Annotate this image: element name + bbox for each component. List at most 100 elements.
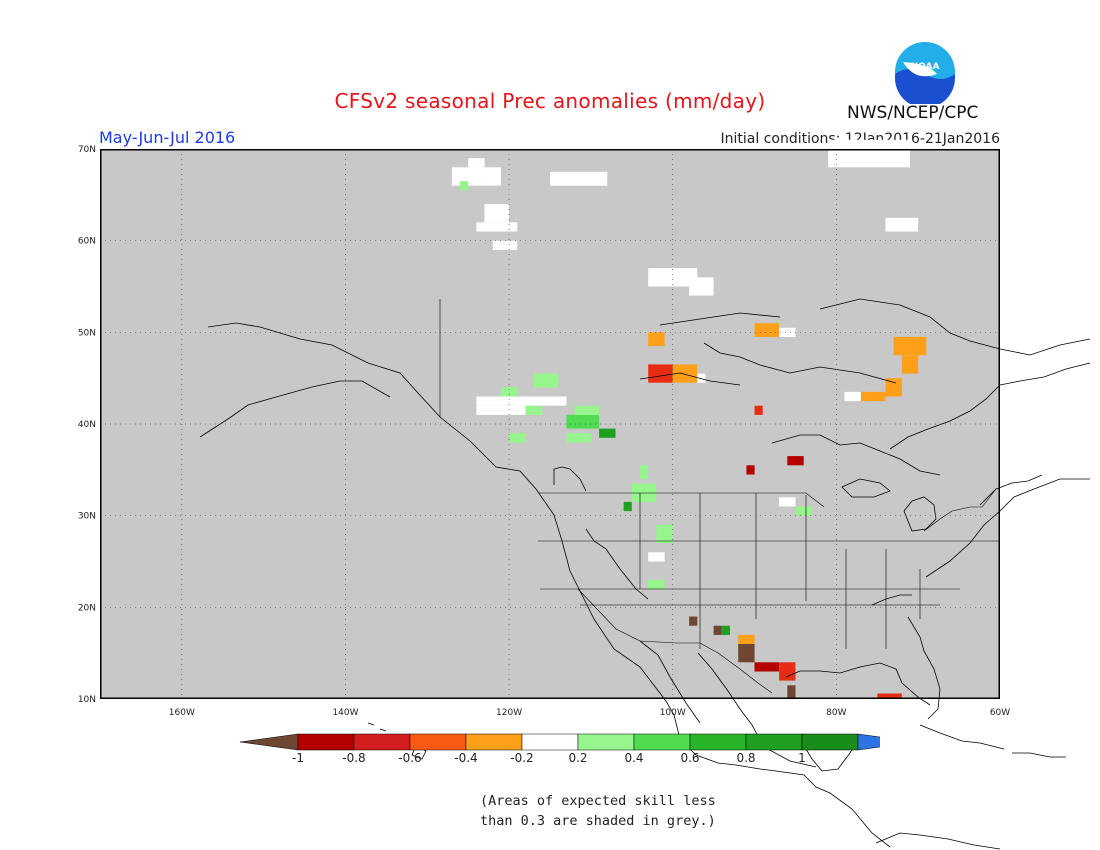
colorbar-left-arrow xyxy=(240,733,299,751)
anomaly-cell xyxy=(754,323,779,337)
logo-text: NOAA xyxy=(911,62,940,72)
colorbar-tick-label: -1 xyxy=(292,751,304,765)
us-canada-border-east xyxy=(923,488,997,532)
anomaly-cell xyxy=(500,387,518,397)
colorbar-tick-label: 0.8 xyxy=(736,751,755,765)
anomaly-cell xyxy=(754,662,779,672)
colorbar-segment xyxy=(521,733,579,751)
anomaly-cell xyxy=(738,644,755,663)
anomaly-cell xyxy=(484,204,509,223)
colorbar-segment xyxy=(353,733,411,751)
lon-tick-label: 80W xyxy=(826,708,846,718)
anomaly-cell xyxy=(689,277,714,296)
lon-tick-label: 120W xyxy=(496,708,522,718)
anomaly-cell xyxy=(901,355,919,374)
alaska-panhandle xyxy=(553,466,587,492)
anomaly-cell xyxy=(779,497,796,507)
anomaly-cell xyxy=(640,465,649,480)
anomaly-cell xyxy=(574,405,599,415)
colorbar-tick-label: 0.2 xyxy=(568,751,587,765)
anomaly-cell xyxy=(550,171,608,186)
mexico-gulf-of-california xyxy=(697,652,817,768)
pacific-coastline xyxy=(207,322,891,848)
colorbar-segment xyxy=(577,733,635,751)
colorbar-right-arrow xyxy=(857,733,880,751)
anomaly-cell xyxy=(492,240,518,250)
noaa-logo-icon: NOAA xyxy=(895,42,955,104)
anomaly-cell xyxy=(672,364,698,383)
anomaly-cell xyxy=(476,396,567,406)
lat-tick-label: 50N xyxy=(78,328,96,338)
lon-tick-label: 60W xyxy=(990,708,1010,718)
anomaly-cell xyxy=(566,433,591,443)
colorbar-tick-label: 1 xyxy=(798,751,806,765)
skill-note-line1: (Areas of expected skill less xyxy=(480,793,716,809)
arctic-mainland-coast xyxy=(703,342,897,384)
anomaly-cell xyxy=(746,465,755,475)
hudson-bay-south xyxy=(771,434,941,476)
anomaly-cell xyxy=(648,579,665,589)
anomaly-cell xyxy=(648,332,665,347)
colorbar-tick-label: -0.6 xyxy=(398,751,421,765)
aleutian-peninsula xyxy=(199,380,391,438)
hispaniola xyxy=(1012,752,1066,758)
anomaly-cell xyxy=(779,662,796,681)
anomaly-cell xyxy=(468,158,485,168)
cuba xyxy=(919,724,1005,750)
anomaly-cell xyxy=(623,501,632,512)
valid-period-label: May-Jun-Jul 2016 xyxy=(99,128,236,147)
lat-tick-label: 60N xyxy=(78,237,96,247)
great-lakes-region xyxy=(871,594,912,606)
lat-tick-label: 70N xyxy=(78,145,96,155)
us-canada-border-west xyxy=(538,492,825,508)
anomaly-cell xyxy=(787,685,796,700)
lat-tick-label: 10N xyxy=(78,695,96,705)
colorbar-segment xyxy=(689,733,747,751)
colorbar-labels: -1 -0.8 -0.6 -0.4 -0.2 0.2 0.4 0.6 0.8 1 xyxy=(292,751,806,765)
colorbar-segment xyxy=(745,733,803,751)
colorbar-tick-label: 0.6 xyxy=(680,751,699,765)
florida-coast xyxy=(907,616,941,720)
map-frame xyxy=(100,149,1000,699)
lon-tick-label: 140W xyxy=(332,708,358,718)
anomaly-cell xyxy=(656,524,673,544)
state-parallels xyxy=(538,540,1000,606)
anomaly-cell xyxy=(599,428,616,438)
anomaly-cell xyxy=(779,327,796,337)
initial-conditions-label: Initial conditions: 12Jan2016-21Jan2016 xyxy=(720,131,1000,147)
gulf-of-st-lawrence xyxy=(979,474,1043,506)
south-america-coast xyxy=(875,832,1001,850)
anomaly-cell xyxy=(451,167,501,186)
anomaly-cell xyxy=(738,634,755,644)
anomaly-cell xyxy=(533,373,559,388)
colorbar-segments xyxy=(240,733,880,751)
colorbar-segment xyxy=(465,733,523,751)
lat-tick-label: 40N xyxy=(78,420,96,430)
anomaly-cell xyxy=(713,625,722,635)
colorbar-segment xyxy=(297,733,355,751)
colorbar-segment xyxy=(409,733,467,751)
anomaly-layer xyxy=(451,139,927,700)
agency-label: NWS/NCEP/CPC xyxy=(847,103,979,123)
anomaly-cell xyxy=(476,405,542,415)
lon-tick-label: 160W xyxy=(169,708,195,718)
anomaly-cell xyxy=(697,373,706,383)
anomaly-cell xyxy=(795,506,812,516)
hudson-bay-east xyxy=(889,362,1091,450)
colorbar-tick-label: 0.4 xyxy=(624,751,643,765)
arctic-islands xyxy=(639,312,781,386)
anomaly-cell xyxy=(844,391,861,402)
lon-tick-label: 100W xyxy=(660,708,686,718)
anomaly-cell xyxy=(566,414,600,429)
anomaly-cell xyxy=(860,391,886,402)
anomaly-cell xyxy=(648,552,665,562)
lake-michigan-huron xyxy=(903,496,937,532)
lat-tick-label: 20N xyxy=(78,603,96,613)
baja-peninsula xyxy=(639,640,701,724)
anomaly-cell xyxy=(893,336,927,356)
colorbar-tick-label: -0.4 xyxy=(454,751,477,765)
anomaly-cell xyxy=(877,693,902,699)
anomaly-cell xyxy=(460,181,469,191)
political-boundaries xyxy=(439,299,1000,694)
